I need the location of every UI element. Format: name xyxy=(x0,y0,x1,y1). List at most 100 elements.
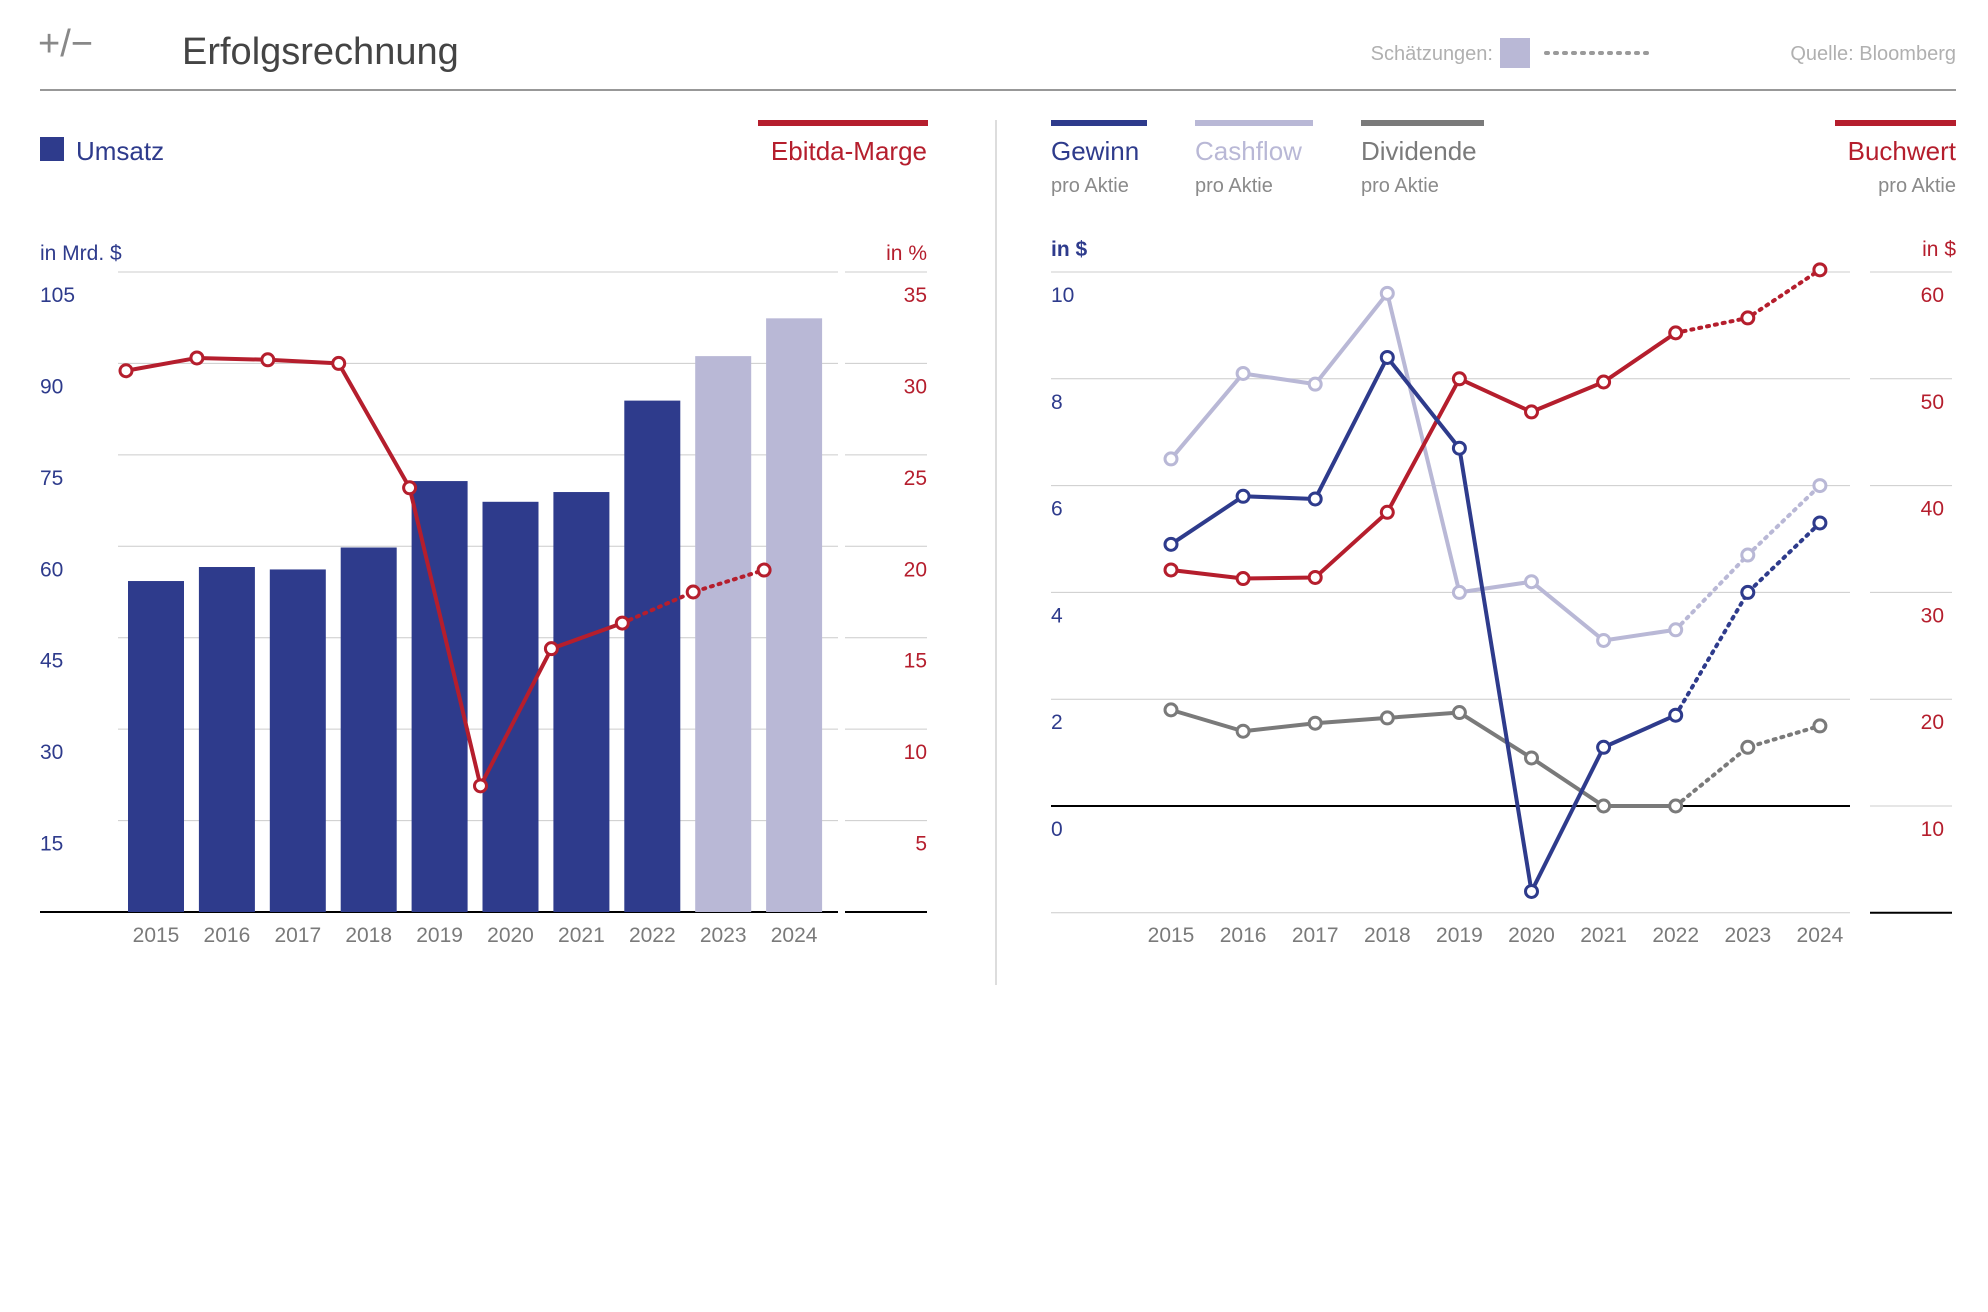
point-ebitda-marge-2016 xyxy=(189,350,205,366)
bar-umsatz-2018 xyxy=(340,547,397,912)
left-chart-lines xyxy=(118,350,772,794)
point-ebitda-marge-2023 xyxy=(685,584,701,600)
legend-dividende-swatch xyxy=(1361,120,1484,126)
x-tick-label: 2021 xyxy=(1580,924,1627,947)
x-tick-label: 2024 xyxy=(771,924,818,947)
point-gewinn-2023 xyxy=(1740,584,1756,600)
x-tick-label: 2021 xyxy=(558,924,605,947)
x-tick-label: 2023 xyxy=(700,924,747,947)
legend-ebitda-label: Ebitda-Marge xyxy=(771,136,927,166)
point-dividende-2019 xyxy=(1451,705,1467,721)
bar-umsatz-2020 xyxy=(482,501,539,912)
point-ebitda-marge-2020 xyxy=(473,778,488,794)
x-tick-label: 2018 xyxy=(345,924,392,947)
x-tick-label: 2017 xyxy=(1292,924,1339,947)
legend-buchwert-label: Buchwert xyxy=(1848,136,1957,166)
y-tick-label-right: 20 xyxy=(904,558,927,581)
y-tick-label-left: 4 xyxy=(1051,604,1063,627)
left-axis-unit: in Mrd. $ xyxy=(40,242,122,265)
point-gewinn-2018 xyxy=(1379,349,1395,365)
point-dividende-2017 xyxy=(1307,715,1323,731)
left-chart-labels: 15 30 45 60 75 90 105 5 10 15 20 25 30 35 2015 2016 2017… xyxy=(40,284,927,947)
point-cashflow-2023 xyxy=(1740,547,1756,563)
y-tick-label-right: 15 xyxy=(904,650,927,673)
y-tick-label-left: 0 xyxy=(1051,818,1063,841)
point-cashflow-2024 xyxy=(1812,478,1828,494)
point-dividende-2021 xyxy=(1596,798,1612,814)
point-gewinn-2015 xyxy=(1163,536,1179,552)
point-gewinn-2021 xyxy=(1596,739,1612,755)
point-buchwert-2023 xyxy=(1740,310,1756,326)
bar-umsatz-2016 xyxy=(198,567,255,912)
bar-umsatz-2023 xyxy=(695,356,752,913)
right-chart-labels: 0 2 4 6 8 10 10 20 30 40 50 60 2015 2016 2017 2018 2019 2… xyxy=(1051,284,1944,947)
point-cashflow-2015 xyxy=(1163,451,1179,467)
x-tick-label: 2019 xyxy=(1436,924,1483,947)
legend-gewinn-sub: pro Aktie xyxy=(1051,175,1129,197)
legend-buchwert-swatch xyxy=(1835,120,1956,126)
page-title: Erfolgsrechnung xyxy=(182,31,459,73)
point-ebitda-marge-2017 xyxy=(260,352,276,368)
y-tick-label-right: 25 xyxy=(904,467,927,490)
point-ebitda-marge-2019 xyxy=(402,480,418,496)
line-ebitda-marge-estimate xyxy=(620,568,767,626)
point-cashflow-2021 xyxy=(1596,632,1612,648)
point-buchwert-2018 xyxy=(1379,504,1395,520)
y-tick-label-left: 90 xyxy=(40,375,63,398)
point-cashflow-2019 xyxy=(1451,584,1467,600)
y-tick-label-right: 35 xyxy=(904,284,927,307)
y-tick-label-left: 10 xyxy=(1051,284,1074,307)
point-gewinn-2019 xyxy=(1451,440,1467,456)
x-tick-label: 2022 xyxy=(629,924,676,947)
y-tick-label-left: 30 xyxy=(40,741,63,764)
point-ebitda-marge-2024 xyxy=(756,562,772,578)
point-buchwert-2019 xyxy=(1451,371,1467,387)
y-tick-label-right: 40 xyxy=(1921,498,1944,521)
x-tick-label: 2018 xyxy=(1364,924,1411,947)
x-tick-label: 2024 xyxy=(1797,924,1844,947)
x-tick-label: 2020 xyxy=(487,924,534,947)
header: +/− Erfolgsrechnung Schätzungen: Quelle:… xyxy=(38,23,1956,91)
left-chart-bars xyxy=(128,318,823,913)
y-tick-label-right: 20 xyxy=(1921,711,1944,734)
x-tick-label: 2015 xyxy=(133,924,180,947)
y-tick-label-right: 30 xyxy=(1921,604,1944,627)
point-dividende-2023 xyxy=(1740,739,1756,755)
y-tick-label-right: 10 xyxy=(904,741,927,764)
line-gewinn xyxy=(1169,355,1677,894)
point-dividende-2024 xyxy=(1812,718,1828,734)
bar-umsatz-2015 xyxy=(128,581,184,912)
point-gewinn-2024 xyxy=(1812,515,1828,531)
legend-cashflow-swatch xyxy=(1195,120,1313,126)
estimates-label: Schätzungen: xyxy=(1371,43,1493,65)
x-tick-label: 2015 xyxy=(1148,924,1195,947)
y-tick-label-right: 5 xyxy=(915,833,927,856)
point-dividende-2015 xyxy=(1163,702,1179,718)
point-ebitda-marge-2018 xyxy=(331,355,347,371)
right-chart-legend: Gewinn pro Aktie Cashflow pro Aktie Divi… xyxy=(1051,120,1957,197)
point-ebitda-marge-2021 xyxy=(543,641,559,657)
point-buchwert-2020 xyxy=(1524,404,1539,420)
right-chart-right-unit: in $ xyxy=(1922,238,1956,261)
right-chart-lines xyxy=(1163,262,1828,899)
point-dividende-2016 xyxy=(1235,723,1251,739)
x-tick-label: 2020 xyxy=(1508,924,1555,947)
point-dividende-2022 xyxy=(1668,798,1684,814)
right-chart-left-unit: in $ xyxy=(1051,238,1087,261)
left-panel: Umsatz Ebitda-Marge in Mrd. $ in % 15 30 4… xyxy=(40,120,928,947)
legend-gewinn-swatch xyxy=(1051,120,1147,126)
source-label: Quelle: Bloomberg xyxy=(1790,43,1956,65)
line-ebitda-marge xyxy=(125,355,623,788)
point-ebitda-marge-2022 xyxy=(614,615,630,631)
bar-umsatz-2024 xyxy=(766,318,823,912)
y-tick-label-left: 45 xyxy=(40,650,63,673)
point-ebitda-marge-2015 xyxy=(118,363,134,379)
y-tick-label-left: 15 xyxy=(40,833,63,856)
right-panel: Gewinn pro Aktie Cashflow pro Aktie Divi… xyxy=(1051,120,1957,947)
estimate-swatch xyxy=(1500,38,1530,68)
bar-umsatz-2021 xyxy=(553,492,610,912)
line-dividende xyxy=(1170,707,1676,808)
x-tick-label: 2019 xyxy=(416,924,463,947)
legend-umsatz: Umsatz xyxy=(40,136,164,166)
